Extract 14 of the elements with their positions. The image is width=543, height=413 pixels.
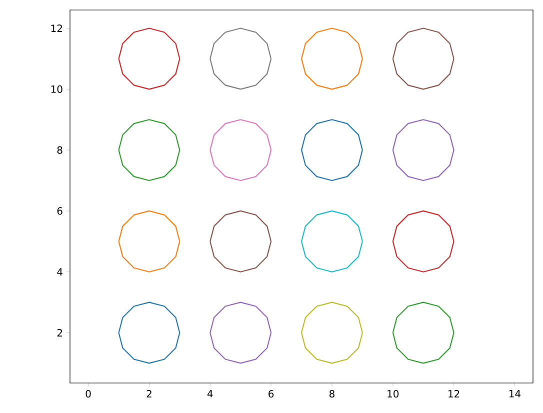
x-tick-label: 14 bbox=[509, 390, 521, 398]
x-tick-label: 8 bbox=[329, 390, 334, 398]
y-tick-label: 2 bbox=[57, 329, 62, 336]
y-tick-label: 6 bbox=[57, 207, 62, 215]
x-tick-label: 4 bbox=[207, 390, 213, 398]
y-tick-label: 10 bbox=[51, 85, 62, 93]
x-tick-label: 10 bbox=[388, 390, 399, 398]
y-tick-label: 4 bbox=[57, 268, 62, 276]
x-tick-label: 6 bbox=[268, 390, 274, 398]
y-tick-label: 8 bbox=[57, 146, 62, 154]
x-tick-label: 0 bbox=[86, 390, 91, 398]
x-tick-label: 12 bbox=[448, 390, 460, 398]
y-tick-label: 12 bbox=[51, 24, 62, 32]
x-tick-label: 2 bbox=[146, 390, 152, 398]
